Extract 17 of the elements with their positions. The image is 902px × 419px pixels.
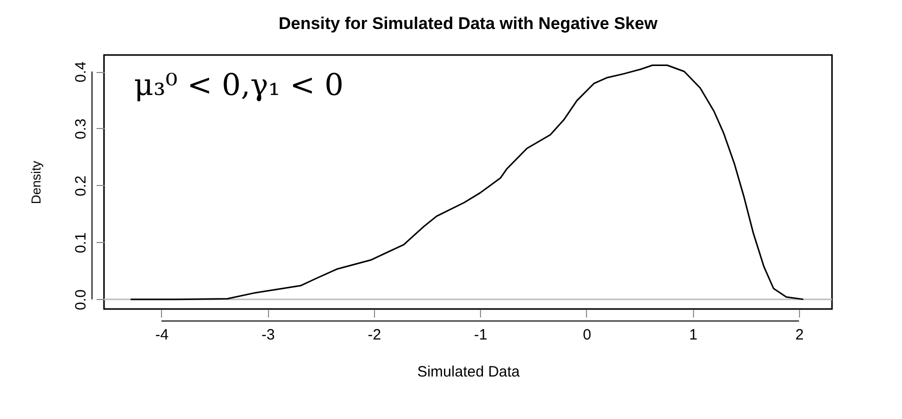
- y-tick-label: 0.2: [72, 175, 90, 196]
- y-tick-label: 0.0: [72, 289, 90, 310]
- y-tick-label: 0.1: [72, 232, 90, 254]
- y-tick-label: 0.3: [72, 118, 90, 140]
- x-tick-label: -4: [155, 326, 169, 344]
- chart-title: Density for Simulated Data with Negative Skew: [278, 14, 658, 33]
- x-axis-title: Simulated Data: [417, 364, 520, 380]
- line-series: [130, 64, 804, 300]
- y-tick-label: 0.4: [72, 62, 90, 82]
- x-tick-label: -1: [474, 326, 488, 344]
- annotation: μ₃⁰ < 0,γ₁ < 0: [134, 68, 344, 103]
- x-tick-label: 1: [689, 326, 698, 344]
- x-tick-label: -3: [261, 326, 275, 344]
- x-tick-label: 0: [582, 326, 592, 344]
- x-tick-label: 2: [795, 326, 804, 344]
- y-axis-title: Density: [28, 160, 44, 204]
- x-tick-label: -2: [368, 326, 382, 344]
